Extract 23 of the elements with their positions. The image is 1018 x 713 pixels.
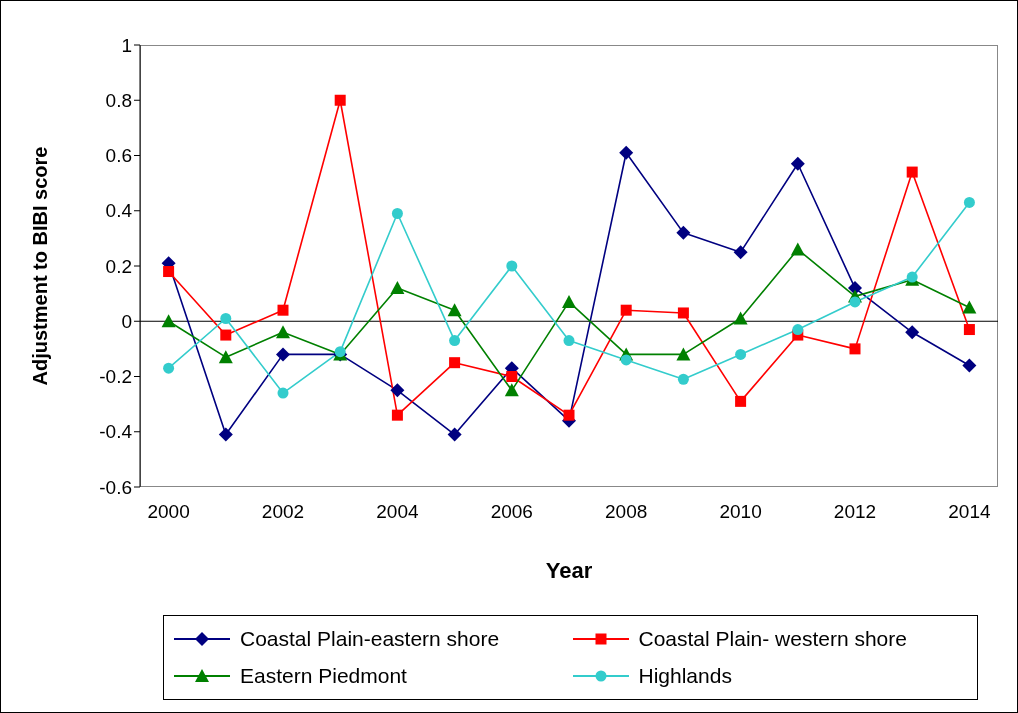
- legend-label: Eastern Piedmont: [240, 664, 407, 689]
- y-axis-title: Adjustment to BIBI score: [29, 146, 52, 386]
- x-tick-label: 2010: [719, 501, 762, 523]
- y-tick-label: 0.4: [105, 200, 133, 222]
- x-tick-label: 2000: [147, 501, 190, 523]
- y-tick-label: 0.8: [105, 90, 132, 111]
- x-axis-title: Year: [545, 558, 593, 583]
- x-tick-label: 2014: [948, 501, 991, 523]
- y-tick-label: 0.6: [105, 145, 132, 167]
- y-tick-label: -0.2: [99, 366, 132, 388]
- x-tick-label: 2006: [490, 501, 533, 523]
- y-tick-label: 0.2: [105, 255, 132, 277]
- legend-label: Coastal Plain- western shore: [638, 626, 907, 651]
- legend-label: Coastal Plain-eastern shore: [240, 626, 500, 651]
- y-tick-label: -0.4: [99, 421, 133, 443]
- legend-label: Highlands: [638, 664, 732, 689]
- y-tick-label: -0.6: [99, 476, 132, 498]
- x-tick-label: 2004: [376, 501, 419, 523]
- x-tick-label: 2002: [261, 501, 305, 523]
- y-tick-label: 1: [121, 34, 132, 56]
- y-tick-label: 0: [121, 310, 132, 332]
- x-tick-label: 2008: [605, 501, 648, 523]
- x-tick-label: 2012: [833, 501, 877, 523]
